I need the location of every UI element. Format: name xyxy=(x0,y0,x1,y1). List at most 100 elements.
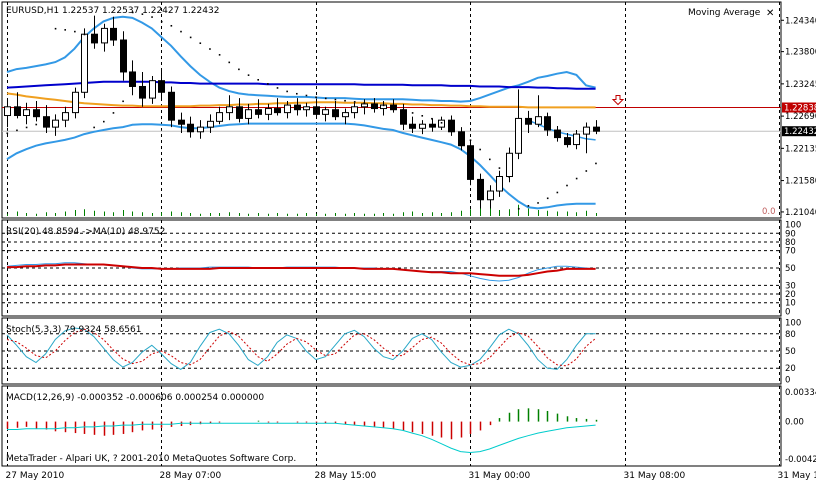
sar-dot xyxy=(276,87,279,89)
candle-body xyxy=(158,80,165,93)
stoch-tick-label: 20 xyxy=(785,364,796,374)
sar-dot xyxy=(64,29,66,31)
stoch-tick-label: 50 xyxy=(785,347,796,357)
candle-body xyxy=(544,116,551,131)
sar-dot xyxy=(228,61,231,64)
rsi-tick-label: 100 xyxy=(785,221,801,231)
candle-body xyxy=(255,109,262,115)
candle-body xyxy=(129,71,136,87)
candle-body xyxy=(409,123,416,129)
rsi-level-label: 10 xyxy=(785,299,796,309)
stoch-label: Stoch(5,3,3) 79.9324 58.6561 xyxy=(6,325,141,335)
sar-dot xyxy=(363,102,366,104)
sar-dot xyxy=(566,184,568,187)
sar-dot xyxy=(16,129,18,132)
sar-dot xyxy=(353,101,356,103)
rsi-level-label: 90 xyxy=(785,229,796,239)
sar-dot xyxy=(575,177,578,180)
sar-dot xyxy=(334,98,337,101)
candle-body xyxy=(477,178,484,201)
sar-dot xyxy=(141,13,144,15)
candle-body xyxy=(322,109,329,115)
volume-zero-label: 0.0 xyxy=(762,207,776,217)
rsi-level-label: 20 xyxy=(785,290,796,300)
sar-dot xyxy=(218,54,221,56)
candle-body xyxy=(564,137,571,146)
candle-body xyxy=(4,106,11,117)
sar-dot xyxy=(402,109,404,111)
sar-dot xyxy=(189,36,192,39)
sar-dot xyxy=(489,158,491,161)
sar-dot xyxy=(527,205,530,207)
price-tick-label: 1.22690 xyxy=(785,112,816,122)
candle-body xyxy=(197,126,204,133)
candle-body xyxy=(33,109,40,118)
price-tick-label: 1.22135 xyxy=(785,144,816,154)
sar-dot xyxy=(440,121,443,124)
candle-body xyxy=(496,176,503,192)
x-tick-label: 28 May 07:00 xyxy=(160,471,222,481)
candle-body xyxy=(303,106,310,111)
candle-body xyxy=(487,190,494,201)
sar-dot xyxy=(209,48,211,50)
candle-body xyxy=(573,133,580,146)
close-icon[interactable]: ✕ xyxy=(766,8,774,19)
sar-dot xyxy=(199,42,202,45)
sar-dot xyxy=(54,27,57,30)
macd-label: MACD(12,26,9) -0.000352 -0.000606 0.0002… xyxy=(6,393,264,403)
sar-dot xyxy=(517,207,520,210)
sar-dot xyxy=(257,79,259,81)
sar-dot xyxy=(469,139,472,142)
price-tick-label: 1.21580 xyxy=(785,177,816,187)
line-price-badge xyxy=(782,102,816,113)
sar-dot xyxy=(373,103,375,106)
candle-body xyxy=(52,119,59,128)
sar-dot xyxy=(296,92,298,95)
rsi-tick-label: 30 xyxy=(785,281,796,291)
sar-dot xyxy=(585,170,588,172)
stoch-tick-label: 80 xyxy=(785,330,796,340)
candle-body xyxy=(351,106,358,114)
indicator-name: Moving Average xyxy=(688,8,761,18)
candle-body xyxy=(178,119,185,125)
candle-body xyxy=(149,80,156,99)
candle-body xyxy=(14,106,21,117)
sar-dot xyxy=(460,132,462,135)
sar-dot xyxy=(315,96,317,99)
sar-dot xyxy=(537,202,539,204)
sar-dot xyxy=(305,94,308,97)
current-price-badge xyxy=(782,126,816,137)
candle-body xyxy=(284,104,291,114)
x-tick-label: 28 May 15:00 xyxy=(315,471,377,481)
price-tick-label: 1.23800 xyxy=(785,48,816,58)
stoch-tick-label: 100 xyxy=(785,318,801,328)
sar-dot xyxy=(35,123,38,126)
macd-signal-line xyxy=(7,422,596,454)
sar-dot xyxy=(411,112,414,114)
sar-dot xyxy=(392,106,395,108)
sar-dot xyxy=(160,20,163,23)
candle-body xyxy=(23,109,30,117)
candle-body xyxy=(110,27,117,41)
current-price-label: 1.22432 xyxy=(784,127,816,137)
candle-body xyxy=(216,112,223,122)
candle-body xyxy=(62,112,69,121)
candle-body xyxy=(139,85,146,99)
candle-body xyxy=(429,123,436,128)
line-price-label: 1.22838 xyxy=(784,104,816,114)
candles xyxy=(4,15,600,209)
stoch-main-line xyxy=(6,327,596,370)
candle-body xyxy=(554,129,561,139)
candle-body xyxy=(120,39,127,73)
stoch-tick-label: 0 xyxy=(785,376,790,386)
candle-body xyxy=(91,33,98,44)
rsi-level-label: 80 xyxy=(785,238,796,248)
sar-dot xyxy=(546,197,549,200)
price-tick-label: 1.21040 xyxy=(785,208,816,218)
sar-dot xyxy=(382,104,385,107)
stoch-signal-line xyxy=(6,328,596,367)
sar-dot xyxy=(170,24,173,27)
sar-dot xyxy=(286,90,288,93)
rsi-tick-label: 70 xyxy=(785,247,796,257)
